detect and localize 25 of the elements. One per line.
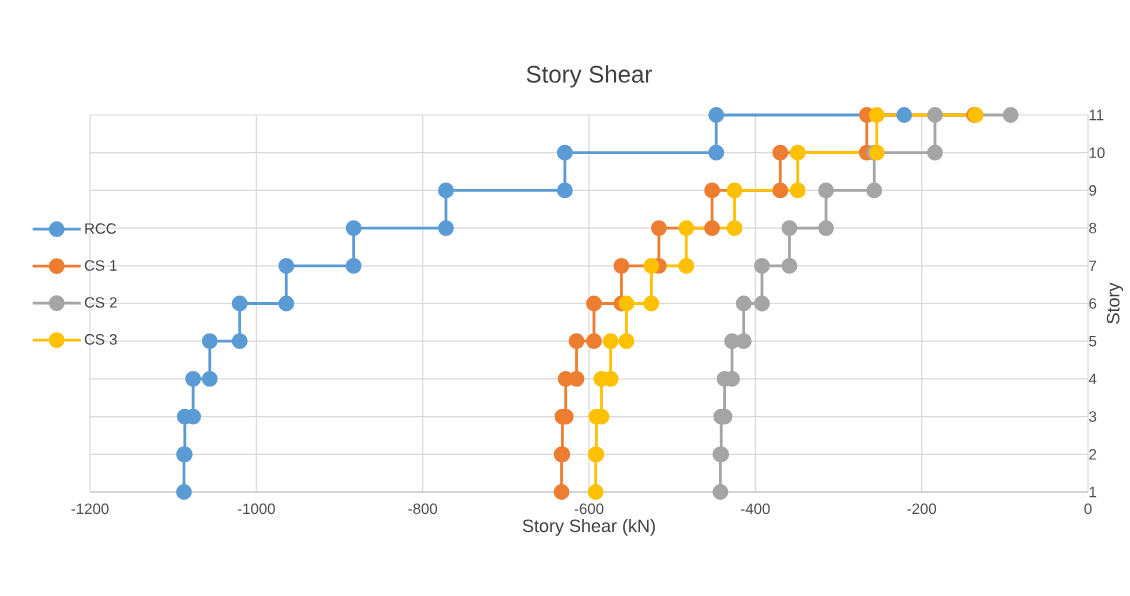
x-tick-label: -800 (408, 503, 438, 515)
y-axis-title: Story (1106, 282, 1124, 324)
y-tick-label: 1 (1089, 486, 1097, 498)
y-tick-label: 5 (1089, 335, 1097, 347)
y-tick-label: 4 (1088, 373, 1097, 385)
x-tick-label: -1200 (71, 503, 109, 515)
x-tick-label: -600 (574, 503, 604, 515)
y-tick-label: 2 (1089, 449, 1097, 460)
chart-title: Story Shear (526, 65, 652, 88)
y-tick-label: 10 (1089, 147, 1105, 158)
x-tick-label: -400 (741, 503, 770, 515)
legend-label: CS 3 (84, 334, 117, 345)
x-axis-title: Story Shear (kN) (522, 518, 655, 536)
y-tick-label: 7 (1089, 260, 1097, 271)
x-tick-label: -200 (907, 503, 937, 515)
y-tick-label: 8 (1089, 222, 1097, 234)
legend-label: RCC (85, 223, 117, 234)
x-tick-label: -1000 (237, 503, 275, 515)
y-tick-label: 3 (1089, 411, 1097, 422)
x-tick-label: 0 (1084, 503, 1092, 515)
legend-label: CS 1 (84, 260, 117, 271)
y-tick-label: 6 (1089, 298, 1097, 309)
legend-label: CS 2 (84, 297, 117, 308)
y-tick-label: 11 (1089, 109, 1104, 121)
y-tick-label: 9 (1089, 185, 1097, 196)
